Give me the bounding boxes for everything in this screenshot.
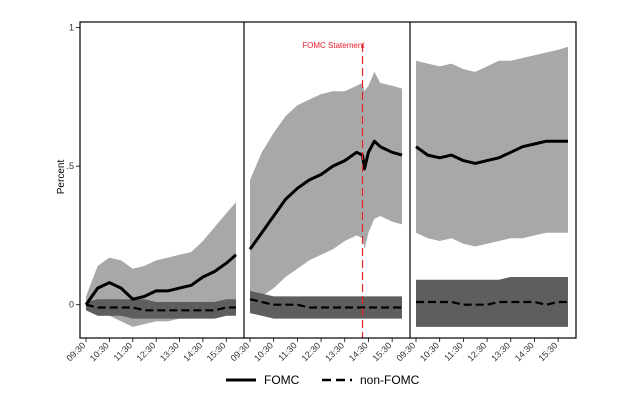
plot-frame — [79, 21, 577, 339]
x-tick-label: 13:30 — [323, 340, 346, 363]
x-tick-label: 14:30 — [347, 340, 370, 363]
x-tick-label: 15:30 — [537, 340, 560, 363]
panel-2: 09:30 10:30 11:30 12:30 13:30 14:30 15:30 FOMC … — [228, 41, 403, 363]
panel-3: 09:30 10:30 11:30 12:30 13:30 14:30 15:30 — [394, 46, 568, 363]
x-tick-label: 11:30 — [276, 340, 299, 363]
band-fomc-panel-2 — [250, 71, 402, 305]
series-line-nonfomc-panel-3 — [416, 300, 568, 306]
band-fomc-panel-1 — [86, 202, 236, 327]
y-axis: 0.51 — [66, 23, 80, 310]
y-tick-label: 1 — [69, 23, 74, 33]
series-line-nonfomc-panel-2 — [249, 298, 402, 309]
x-tick-label: 09:30 — [64, 340, 87, 363]
x-tick-label: 09:30 — [394, 340, 417, 363]
x-tick-label: 14:30 — [513, 340, 536, 363]
band-fomc-panel-3 — [416, 46, 568, 247]
x-tick-label: 14:30 — [181, 340, 204, 363]
x-tick-label: 11:30 — [112, 340, 135, 363]
x-tick-label: 15:30 — [205, 340, 228, 363]
band-nonfomc-panel-3 — [416, 277, 568, 327]
x-tick-label: 10:30 — [252, 340, 275, 363]
legend-label-nonfomc: non-FOMC — [360, 373, 420, 387]
panel-1: 09:30 10:30 11:30 12:30 13:30 14:30 15:30 — [64, 202, 237, 363]
band-nonfomc-panel-2 — [250, 290, 402, 319]
y-tick-label: 0 — [69, 300, 74, 310]
x-tick-label: 13:30 — [158, 340, 181, 363]
legend-label-fomc: FOMC — [264, 373, 300, 387]
series-line-fomc-panel-1 — [84, 253, 237, 306]
x-tick-label: 12:30 — [299, 340, 322, 363]
x-tick-label: 11:30 — [442, 340, 465, 363]
y-axis-title: Percent — [56, 160, 67, 195]
x-tick-label: 12:30 — [465, 340, 488, 363]
x-tick-label: 15:30 — [371, 340, 394, 363]
y-tick-label: .5 — [66, 161, 74, 171]
x-tick-label: 10:30 — [88, 340, 111, 363]
x-tick-label: 10:30 — [418, 340, 441, 363]
x-tick-label: 09:30 — [228, 340, 251, 363]
series-line-fomc-panel-3 — [415, 139, 568, 165]
fomc-statement-label: FOMC Statement — [302, 41, 365, 50]
x-tick-label: 13:30 — [489, 340, 512, 363]
band-nonfomc-panel-1 — [86, 299, 236, 319]
series-line-fomc-panel-2 — [248, 139, 403, 251]
x-tick-label: 12:30 — [135, 340, 158, 363]
panels-layer: 09:30 10:30 11:30 12:30 13:30 14:30 15:30 09:30… — [64, 21, 577, 363]
legend: FOMC non-FOMC — [226, 373, 420, 387]
series-line-nonfomc-panel-1 — [85, 303, 236, 312]
